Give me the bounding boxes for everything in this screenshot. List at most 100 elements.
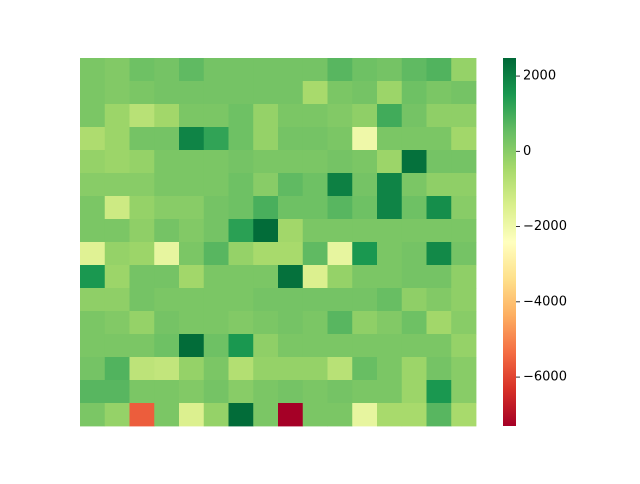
heat-cell [426,81,452,105]
heat-cell [80,334,106,358]
heat-cell [104,380,130,404]
heat-cell [179,403,205,427]
heat-cell [352,242,378,266]
heat-cell [228,81,254,105]
heat-cell [327,334,353,358]
heat-cell [302,288,328,312]
heat-cell [203,357,229,381]
heat-cell [80,104,106,128]
heat-cell [327,403,353,427]
heat-cell [327,265,353,289]
heat-cell [278,104,304,128]
heat-cell [327,219,353,243]
heat-cell [253,357,279,381]
heat-cell [451,81,477,105]
heat-cell [401,265,427,289]
heat-cell [253,173,279,197]
heat-cell [451,242,477,266]
heat-cell [352,196,378,220]
heat-cell [352,150,378,174]
heat-cell [352,127,378,151]
heat-cell [253,81,279,105]
heat-cell [203,58,229,82]
heat-cell [179,173,205,197]
heat-cell [179,242,205,266]
heat-cell [228,219,254,243]
heat-cell [129,58,155,82]
heat-cell [129,104,155,128]
heat-cell [154,150,180,174]
heat-cell [228,242,254,266]
heat-cell [302,150,328,174]
heat-cell [451,380,477,404]
heat-cell [154,380,180,404]
heat-cell [426,242,452,266]
heat-cell [426,288,452,312]
heat-cell [104,196,130,220]
heat-cell [377,58,403,82]
heat-cell [302,242,328,266]
heat-cell [302,311,328,335]
heat-cell [154,58,180,82]
heat-cell [253,403,279,427]
heat-cell [352,380,378,404]
heat-cell [451,219,477,243]
heat-cell [401,173,427,197]
heat-cell [203,311,229,335]
heat-cell [253,104,279,128]
heat-cell [228,196,254,220]
heat-cell [203,219,229,243]
heat-cell [104,265,130,289]
heat-cell [228,58,254,82]
heat-cell [80,288,106,312]
heat-cell [104,58,130,82]
heat-cell [302,58,328,82]
heat-cell [80,265,106,289]
heat-cell [401,334,427,358]
heat-cell [129,196,155,220]
heat-cell [377,150,403,174]
heat-cell [451,173,477,197]
heat-cell [451,265,477,289]
heat-cell [327,288,353,312]
heat-cell [302,334,328,358]
heat-cell [426,173,452,197]
heat-cell [154,219,180,243]
heat-cell [327,127,353,151]
heat-cell [253,265,279,289]
heat-cell [179,58,205,82]
heat-cell [179,127,205,151]
heat-cell [377,104,403,128]
heat-cell [80,150,106,174]
heat-cell [154,334,180,358]
colorbar-tick-label: −2000 [523,219,567,234]
heat-cell [377,219,403,243]
colorbar-tick-label: 2000 [523,69,556,84]
heat-cell [179,150,205,174]
heat-cell [154,196,180,220]
heat-cell [203,196,229,220]
heat-cell [302,219,328,243]
heat-cell [278,265,304,289]
heat-cell [104,173,130,197]
heat-cell [451,58,477,82]
heat-cell [253,150,279,174]
heat-cell [253,196,279,220]
heat-cell [278,81,304,105]
heat-cell [401,311,427,335]
heat-cell [451,311,477,335]
heat-cell [302,357,328,381]
heat-cell [179,219,205,243]
heat-cell [80,219,106,243]
heat-cell [154,81,180,105]
heat-cell [228,334,254,358]
heat-cell [104,150,130,174]
heat-cell [154,311,180,335]
heat-cell [228,104,254,128]
heat-cell [104,219,130,243]
heat-cell [451,196,477,220]
heat-cell [401,219,427,243]
heat-cell [401,81,427,105]
heat-cell [129,127,155,151]
heat-cell [179,104,205,128]
